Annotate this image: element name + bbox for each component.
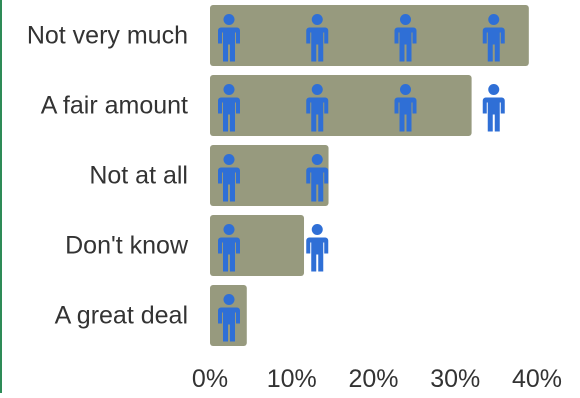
person-head: [223, 14, 235, 25]
person-body: [394, 97, 417, 132]
person-icon: [218, 154, 240, 202]
category-label: Not very much: [27, 22, 188, 50]
person-head: [223, 84, 235, 95]
person-icon: [218, 294, 240, 342]
category-label: Not at all: [89, 162, 188, 190]
person-icon: [306, 84, 329, 132]
person-body: [482, 27, 505, 62]
person-icon: [218, 224, 240, 272]
category-label: A great deal: [55, 302, 188, 330]
x-tick-label: 40%: [512, 365, 562, 393]
x-tick-label: 30%: [430, 365, 480, 393]
bar-a-fair-amount: [210, 75, 472, 136]
person-body: [218, 237, 240, 272]
person-icon: [482, 14, 505, 62]
person-body: [306, 97, 329, 132]
person-head: [488, 84, 500, 95]
category-label: A fair amount: [41, 92, 188, 120]
x-tick-label: 20%: [348, 365, 398, 393]
bar-not-very-much: [210, 5, 529, 66]
person-body: [306, 167, 329, 202]
x-tick-label: 0%: [192, 365, 228, 393]
person-icon: [218, 14, 240, 62]
person-head: [223, 154, 235, 165]
person-icon: [218, 84, 240, 132]
person-body: [218, 167, 240, 202]
person-body: [306, 237, 329, 272]
x-tick-label: 10%: [267, 365, 317, 393]
person-icon: [394, 84, 417, 132]
person-body: [218, 97, 240, 132]
person-head: [311, 84, 323, 95]
person-head: [223, 294, 235, 305]
person-icon: [306, 14, 329, 62]
bar-not-at-all: [210, 145, 329, 206]
person-icon: [482, 84, 505, 132]
person-body: [218, 307, 240, 342]
person-body: [218, 27, 240, 62]
person-head: [400, 84, 411, 95]
category-label: Don't know: [65, 232, 189, 260]
person-head: [400, 14, 411, 25]
person-head: [488, 14, 500, 25]
person-body: [394, 27, 417, 62]
person-head: [311, 224, 323, 235]
person-icon: [306, 154, 329, 202]
person-head: [311, 154, 323, 165]
left-rule: [0, 0, 2, 393]
person-body: [306, 27, 329, 62]
person-head: [311, 14, 323, 25]
person-icon: [306, 224, 329, 272]
person-body: [482, 97, 505, 132]
person-head: [223, 224, 235, 235]
person-icon: [394, 14, 417, 62]
